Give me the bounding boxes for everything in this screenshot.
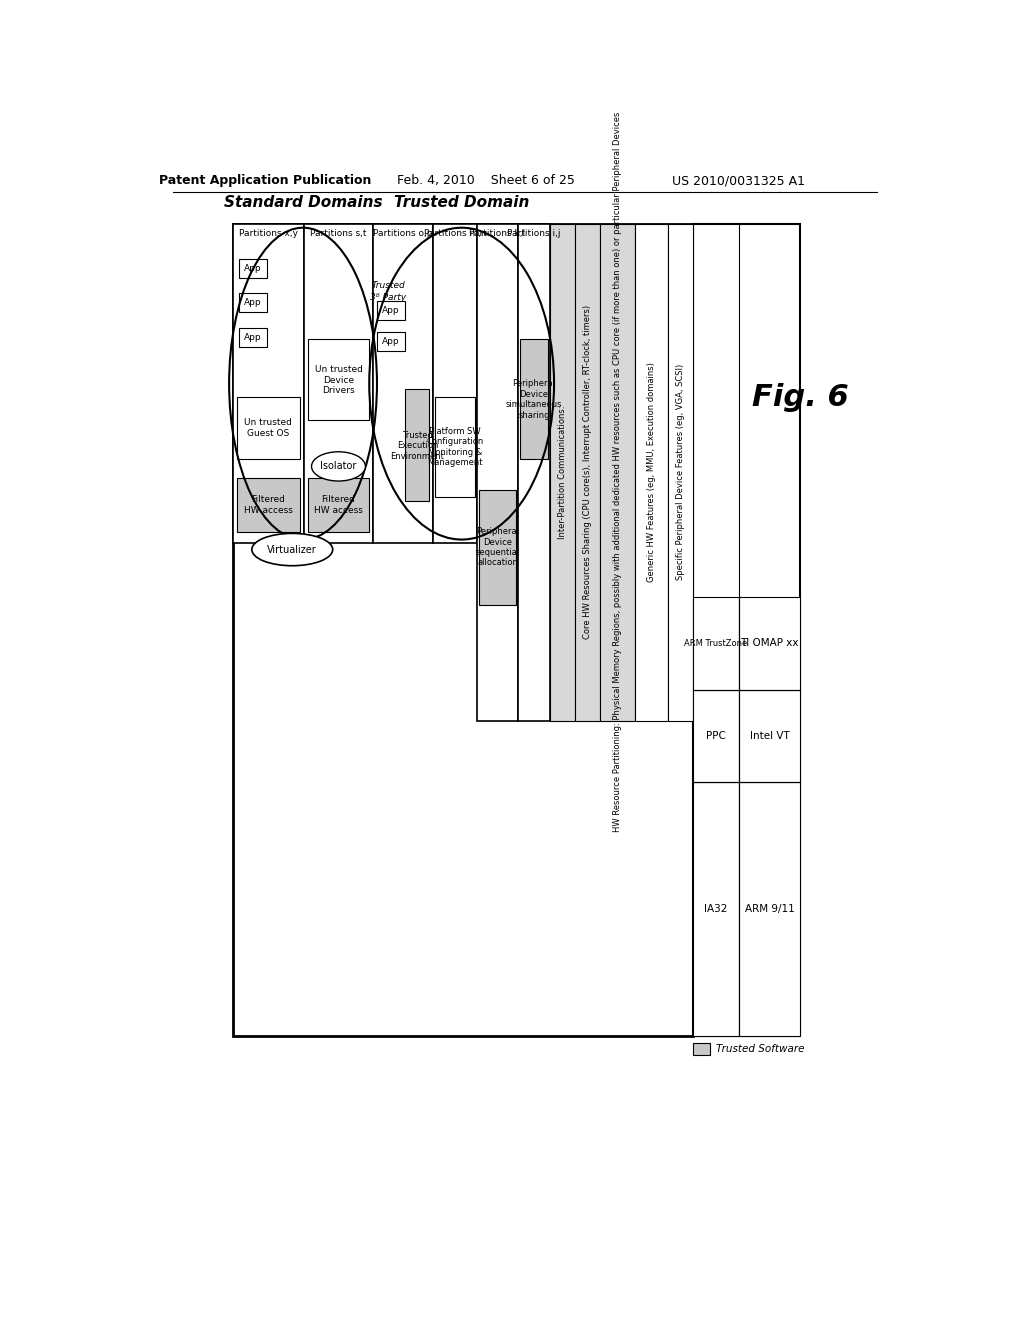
Text: Specific Peripheral Device Features (eg, VGA, SCSI): Specific Peripheral Device Features (eg,… [676,364,685,581]
Text: Isolator: Isolator [321,462,356,471]
Text: Peripheral
Device
sequential
allocation: Peripheral Device sequential allocation [475,527,519,568]
Bar [574,224,600,721]
Text: Un trusted
Device
Drivers: Un trusted Device Drivers [314,366,362,395]
Bar [739,690,801,781]
Ellipse shape [311,451,366,480]
Text: Inter-Partition Communications:: Inter-Partition Communications: [558,405,567,539]
Bar [233,224,692,1036]
Ellipse shape [252,533,333,566]
Text: App: App [244,333,262,342]
Text: Virtualizer: Virtualizer [267,545,317,554]
Text: US 2010/0031325 A1: US 2010/0031325 A1 [673,174,805,187]
Text: Trusted: Trusted [372,281,406,290]
Text: App: App [244,264,262,273]
Bar [479,490,515,605]
Text: Generic HW Features (eg, MMU, Execution domains): Generic HW Features (eg, MMU, Execution … [647,362,656,582]
Text: Trusted Domain: Trusted Domain [394,195,529,210]
Bar [240,293,267,313]
Bar [477,224,518,721]
Bar [377,331,404,351]
Bar [668,224,692,721]
Text: Platform SW
Configuration
Monitoring &
Management: Platform SW Configuration Monitoring & M… [426,428,483,467]
Bar [433,224,477,544]
Bar [373,224,433,544]
Bar [237,397,300,459]
Text: TI OMAP xx: TI OMAP xx [740,639,799,648]
Bar [739,781,801,1036]
Bar [692,690,739,781]
Bar [518,224,550,721]
Bar [233,224,304,544]
Bar [237,478,300,532]
Text: Intel VT: Intel VT [750,731,790,741]
Text: Partitions k,l: Partitions k,l [469,228,525,238]
Bar [550,224,574,721]
Text: Peripheral
Device
simultaneous
sharing: Peripheral Device simultaneous sharing [506,379,562,420]
Text: Filtered
HW access: Filtered HW access [244,495,293,515]
Bar [692,597,739,689]
Text: Trusted
Execution
Environment: Trusted Execution Environment [390,430,444,461]
Bar [304,224,373,544]
Text: Un trusted
Guest OS: Un trusted Guest OS [245,418,292,438]
Text: Core HW Resources Sharing (CPU core(s), Interrupt Controller, RT-clock, timers): Core HW Resources Sharing (CPU core(s), … [583,305,592,639]
Text: Standard Domains: Standard Domains [223,195,382,210]
Text: App: App [382,337,399,346]
Text: Fig. 6: Fig. 6 [752,383,849,412]
Bar [307,339,370,420]
Bar [600,224,635,721]
Text: IA32: IA32 [705,904,727,915]
Bar [520,339,548,459]
Text: Patent Application Publication: Patent Application Publication [159,174,372,187]
Text: App: App [382,306,399,315]
Bar [406,389,429,502]
Text: Filtered
HW access: Filtered HW access [314,495,362,515]
Text: Partitions s,t: Partitions s,t [310,228,367,238]
Text: Trusted Software: Trusted Software [716,1044,804,1055]
Bar [240,327,267,347]
Bar [692,1043,710,1056]
Bar [692,224,801,1036]
Text: PPC: PPC [706,731,726,741]
Bar [435,397,475,498]
Bar [739,597,801,689]
Text: ARM TrustZone: ARM TrustZone [684,639,748,648]
Bar [635,224,668,721]
Bar [377,301,404,321]
Text: Partitions x,y: Partitions x,y [239,228,298,238]
Bar [692,781,739,1036]
Text: ARM 9/11: ARM 9/11 [744,904,795,915]
Text: Partitions o,p: Partitions o,p [374,228,433,238]
Text: 3ᴽ Party: 3ᴽ Party [371,293,407,301]
Text: HW Resource Partitioning: Physical Memory Regions, possibly with additional dedi: HW Resource Partitioning: Physical Memor… [613,112,623,833]
Bar [307,478,370,532]
Bar [240,259,267,277]
Text: Partitions i,j: Partitions i,j [507,228,561,238]
Text: Partitions m,n: Partitions m,n [424,228,486,238]
Text: Feb. 4, 2010    Sheet 6 of 25: Feb. 4, 2010 Sheet 6 of 25 [397,174,575,187]
Text: App: App [244,298,262,308]
